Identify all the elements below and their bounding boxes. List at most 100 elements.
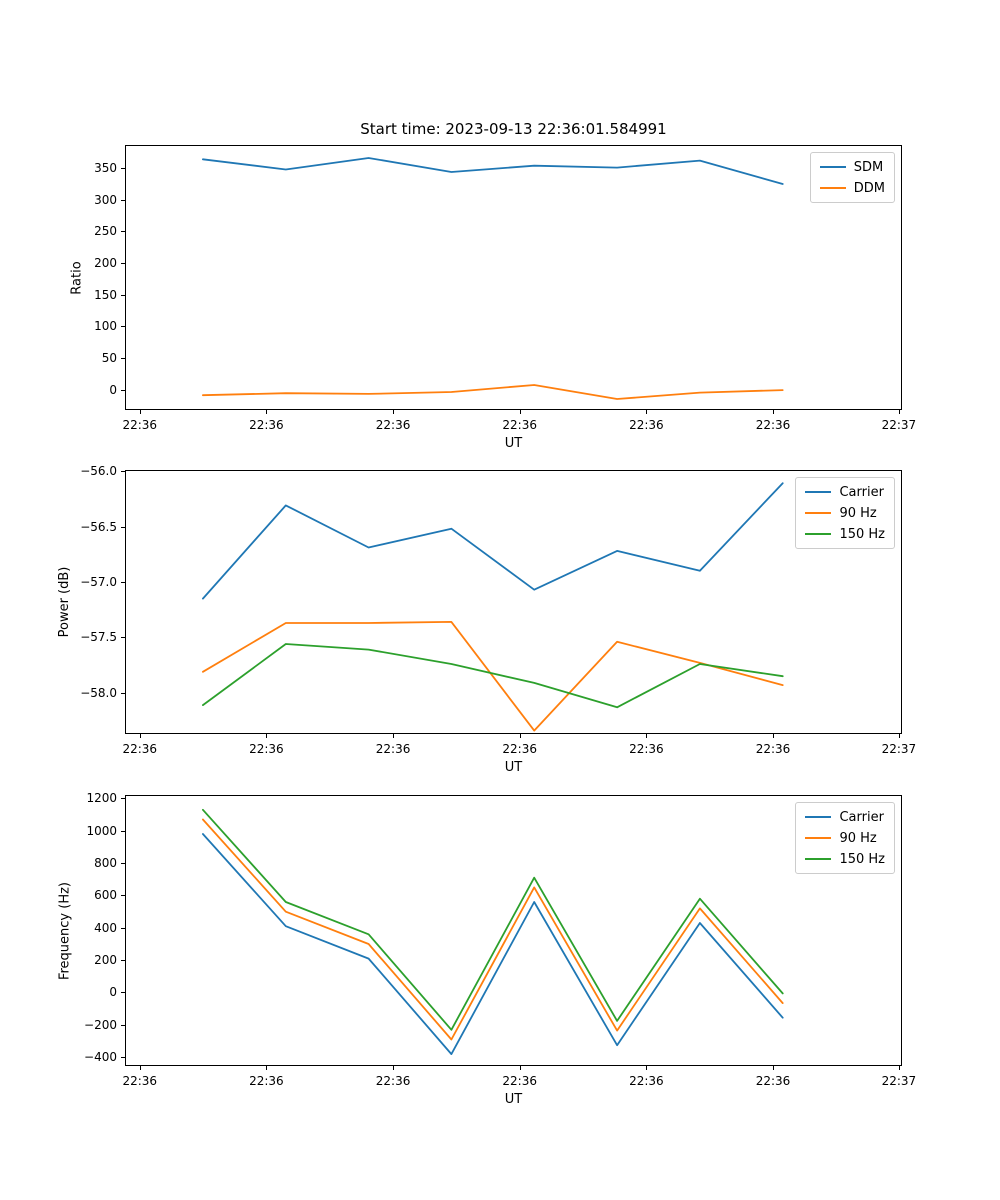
legend-item-sdm: SDM	[819, 157, 885, 177]
x-tick-label: 22:37	[881, 742, 917, 756]
x-tick-mark	[520, 734, 521, 738]
x-tick-label: 22:36	[755, 418, 791, 432]
y-tick-mark	[121, 863, 125, 864]
x-tick-mark	[266, 734, 267, 738]
legend-item-150-hz: 150 Hz	[805, 524, 885, 544]
y-tick-mark	[121, 693, 125, 694]
y-tick-label: −56.5	[80, 519, 117, 534]
x-axis-label: UT	[504, 760, 523, 775]
y-tick-label: 800	[94, 855, 117, 870]
y-tick-label: 0	[109, 985, 117, 1000]
y-tick-label: 100	[94, 319, 117, 334]
x-tick-label: 22:36	[502, 742, 537, 756]
y-tick-label: −58.0	[80, 685, 117, 700]
x-tick-label: 22:36	[755, 742, 791, 756]
y-axis-label: Power (dB)	[57, 566, 72, 638]
legend-item-ddm: DDM	[819, 178, 885, 198]
legend-item-label: 150 Hz	[839, 851, 885, 867]
legend-item-90-hz: 90 Hz	[805, 503, 885, 523]
x-tick-mark	[646, 734, 647, 738]
legend-item-label: 150 Hz	[839, 526, 885, 542]
x-axis-label: UT	[504, 436, 523, 451]
x-tick-label: 22:36	[629, 1074, 664, 1088]
y-tick-mark	[121, 168, 125, 169]
y-tick-mark	[121, 200, 125, 201]
y-tick-mark	[121, 295, 125, 296]
x-tick-mark	[393, 1066, 394, 1070]
x-tick-label: 22:36	[755, 1074, 791, 1088]
x-tick-mark	[646, 1066, 647, 1070]
x-tick-mark	[140, 1066, 141, 1070]
y-tick-label: 250	[94, 224, 117, 239]
y-tick-mark	[121, 831, 125, 832]
y-tick-mark	[121, 1025, 125, 1026]
legend-line-sample	[805, 858, 832, 860]
line-carrier	[202, 482, 784, 600]
plot-area-ratio	[202, 157, 784, 400]
line-sdm	[202, 157, 784, 185]
y-tick-mark	[121, 471, 125, 472]
y-tick-label: 600	[94, 888, 117, 903]
y-axis-label: Ratio	[69, 260, 84, 295]
legend: SDM DDM	[809, 152, 895, 203]
x-tick-label: 22:36	[375, 742, 411, 756]
x-tick-mark	[520, 1066, 521, 1070]
x-tick-mark	[520, 410, 521, 414]
x-tick-label: 22:36	[375, 1074, 411, 1088]
x-tick-label: 22:36	[629, 418, 664, 432]
line-150-hz	[202, 808, 784, 1031]
x-tick-mark	[899, 734, 900, 738]
legend-item-150-hz: 150 Hz	[805, 849, 885, 869]
legend-line-sample	[819, 187, 846, 189]
legend-item-label: 90 Hz	[839, 505, 877, 521]
y-tick-mark	[121, 960, 125, 961]
legend-line-sample	[805, 512, 832, 514]
x-tick-label: 22:36	[629, 742, 664, 756]
y-tick-mark	[121, 582, 125, 583]
x-tick-label: 22:36	[122, 742, 158, 756]
x-tick-mark	[773, 1066, 774, 1070]
y-tick-mark	[121, 928, 125, 929]
x-tick-mark	[646, 410, 647, 414]
x-tick-mark	[140, 734, 141, 738]
x-tick-label: 22:36	[122, 1074, 158, 1088]
y-tick-label: 0	[109, 382, 117, 397]
y-tick-mark	[121, 231, 125, 232]
x-tick-mark	[140, 410, 141, 414]
y-tick-label: 200	[94, 255, 117, 270]
y-tick-label: 1200	[86, 791, 117, 806]
y-tick-label: 1000	[86, 823, 117, 838]
y-tick-label: 50	[101, 351, 117, 365]
x-tick-label: 22:36	[502, 1074, 537, 1088]
y-tick-mark	[121, 326, 125, 327]
legend-item-carrier: Carrier	[805, 807, 885, 827]
legend-line-sample	[805, 491, 832, 493]
y-tick-mark	[121, 263, 125, 264]
y-tick-mark	[121, 992, 125, 993]
legend-item-label: Carrier	[839, 484, 884, 500]
x-tick-label: 22:37	[881, 418, 917, 432]
plot-area-power-(db)	[202, 482, 784, 732]
legend-line-sample	[805, 837, 832, 839]
x-tick-mark	[266, 1066, 267, 1070]
subplot-ratio	[125, 145, 902, 410]
subplot-frequency-(hz)	[125, 795, 902, 1066]
x-tick-mark	[393, 734, 394, 738]
subplot-power-(db)	[125, 470, 902, 734]
line-90-hz	[202, 818, 784, 1041]
plot-area-frequency-(hz)	[202, 808, 784, 1056]
legend-item-label: SDM	[853, 159, 884, 175]
y-tick-label: −400	[84, 1050, 117, 1065]
x-tick-label: 22:36	[249, 742, 284, 756]
y-tick-label: −200	[84, 1017, 117, 1032]
y-tick-label: −57.5	[80, 630, 117, 645]
legend-item-90-hz: 90 Hz	[805, 828, 885, 848]
x-tick-label: 22:36	[249, 418, 284, 432]
x-tick-label: 22:37	[881, 1074, 917, 1088]
y-tick-label: −57.0	[80, 575, 117, 590]
legend: Carrier 90 Hz 150 Hz	[795, 802, 895, 874]
legend-item-label: 90 Hz	[839, 830, 877, 846]
x-tick-mark	[773, 734, 774, 738]
line-90-hz	[202, 620, 784, 732]
